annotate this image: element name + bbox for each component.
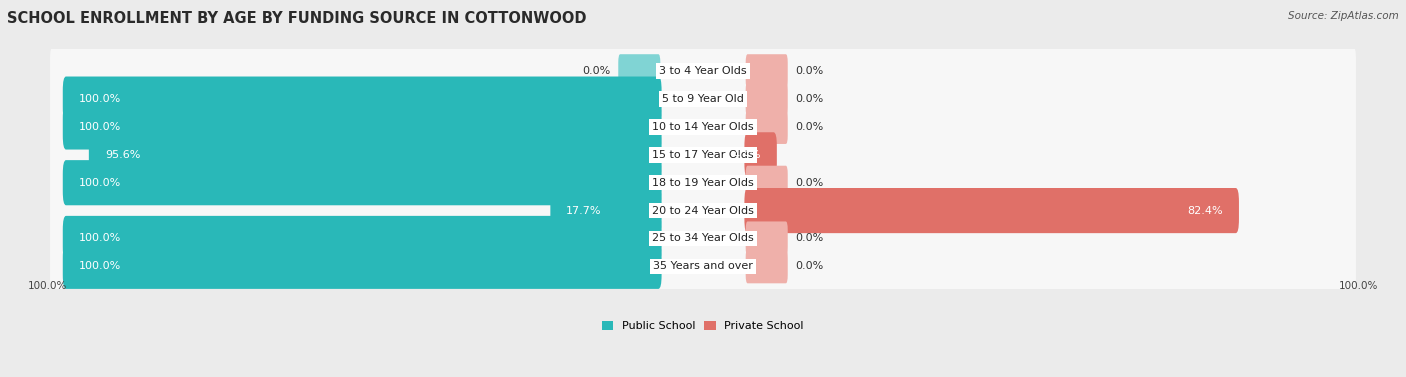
- FancyBboxPatch shape: [51, 74, 1355, 124]
- FancyBboxPatch shape: [550, 188, 662, 233]
- Text: 17.7%: 17.7%: [567, 205, 602, 216]
- Text: 5 to 9 Year Old: 5 to 9 Year Old: [662, 94, 744, 104]
- FancyBboxPatch shape: [63, 216, 662, 261]
- FancyBboxPatch shape: [51, 185, 1355, 236]
- FancyBboxPatch shape: [745, 249, 787, 284]
- FancyBboxPatch shape: [51, 102, 1355, 152]
- FancyBboxPatch shape: [51, 129, 1355, 180]
- FancyBboxPatch shape: [744, 132, 778, 178]
- Text: 4.4%: 4.4%: [733, 150, 761, 160]
- Text: 15 to 17 Year Olds: 15 to 17 Year Olds: [652, 150, 754, 160]
- Text: 18 to 19 Year Olds: 18 to 19 Year Olds: [652, 178, 754, 188]
- FancyBboxPatch shape: [63, 104, 662, 150]
- Text: 35 Years and over: 35 Years and over: [652, 261, 754, 271]
- Text: 3 to 4 Year Olds: 3 to 4 Year Olds: [659, 66, 747, 76]
- FancyBboxPatch shape: [745, 166, 787, 200]
- FancyBboxPatch shape: [745, 54, 787, 88]
- Text: SCHOOL ENROLLMENT BY AGE BY FUNDING SOURCE IN COTTONWOOD: SCHOOL ENROLLMENT BY AGE BY FUNDING SOUR…: [7, 11, 586, 26]
- FancyBboxPatch shape: [63, 160, 662, 205]
- FancyBboxPatch shape: [744, 188, 1239, 233]
- Text: 0.0%: 0.0%: [796, 94, 824, 104]
- Text: Source: ZipAtlas.com: Source: ZipAtlas.com: [1288, 11, 1399, 21]
- Text: 20 to 24 Year Olds: 20 to 24 Year Olds: [652, 205, 754, 216]
- Text: 0.0%: 0.0%: [582, 66, 610, 76]
- Text: 95.6%: 95.6%: [105, 150, 141, 160]
- Text: 100.0%: 100.0%: [79, 94, 121, 104]
- FancyBboxPatch shape: [63, 77, 662, 122]
- FancyBboxPatch shape: [619, 54, 661, 88]
- FancyBboxPatch shape: [745, 82, 787, 116]
- Text: 100.0%: 100.0%: [79, 178, 121, 188]
- Text: 0.0%: 0.0%: [796, 178, 824, 188]
- Text: 0.0%: 0.0%: [796, 66, 824, 76]
- Text: 100.0%: 100.0%: [79, 233, 121, 244]
- Text: 100.0%: 100.0%: [79, 261, 121, 271]
- Text: 10 to 14 Year Olds: 10 to 14 Year Olds: [652, 122, 754, 132]
- FancyBboxPatch shape: [51, 213, 1355, 264]
- Text: 82.4%: 82.4%: [1188, 205, 1223, 216]
- FancyBboxPatch shape: [51, 241, 1355, 292]
- FancyBboxPatch shape: [745, 221, 787, 256]
- FancyBboxPatch shape: [89, 132, 662, 178]
- Text: 100.0%: 100.0%: [28, 281, 67, 291]
- Text: 0.0%: 0.0%: [796, 261, 824, 271]
- FancyBboxPatch shape: [51, 157, 1355, 208]
- FancyBboxPatch shape: [745, 110, 787, 144]
- FancyBboxPatch shape: [63, 244, 662, 289]
- FancyBboxPatch shape: [51, 46, 1355, 97]
- Text: 100.0%: 100.0%: [1339, 281, 1378, 291]
- Text: 0.0%: 0.0%: [796, 233, 824, 244]
- Legend: Public School, Private School: Public School, Private School: [598, 316, 808, 336]
- Text: 0.0%: 0.0%: [796, 122, 824, 132]
- Text: 25 to 34 Year Olds: 25 to 34 Year Olds: [652, 233, 754, 244]
- Text: 100.0%: 100.0%: [79, 122, 121, 132]
